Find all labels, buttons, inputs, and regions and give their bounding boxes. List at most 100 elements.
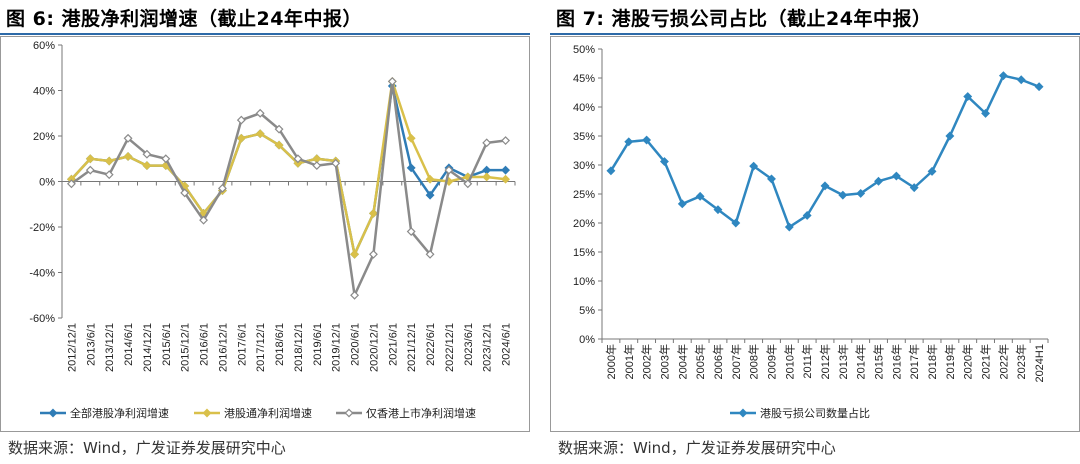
series-line (70, 80, 506, 297)
x-tick-label: 2016年 (889, 344, 903, 379)
x-tick-label: 2021/12/1 (406, 323, 418, 372)
y-tick-label: 60% (33, 40, 55, 52)
left-figure-panel: 图 6: 港股净利润增速（截止24年中报） 60% 40% 20% 0% -20% -40… (0, 0, 530, 464)
data-point (123, 133, 133, 143)
x-tick-label: 2021/6/1 (387, 323, 399, 366)
data-point (963, 92, 973, 102)
data-point (802, 211, 812, 220)
data-point (312, 161, 322, 171)
x-tick-label: 2024/6/1 (501, 323, 513, 366)
data-point (236, 115, 246, 125)
data-point (909, 183, 919, 193)
data-point (1034, 82, 1044, 92)
y-tick-label: 30% (573, 160, 595, 172)
series-line (70, 80, 506, 256)
data-point (406, 163, 416, 173)
x-tick-label: 2018/6/1 (274, 323, 286, 366)
data-point (677, 199, 687, 209)
x-tick-label: 2008年 (747, 344, 761, 379)
x-tick-label: 2020/12/1 (368, 323, 380, 372)
x-tick-label: 2017/6/1 (236, 323, 248, 366)
data-point (85, 165, 95, 175)
series-line (609, 74, 1040, 229)
legend-swatch-marker (738, 408, 748, 418)
y-tick-label: 40% (573, 102, 595, 114)
data-point (255, 108, 265, 118)
y-tick-label: 35% (573, 131, 595, 143)
x-tick-label: 2022年 (996, 344, 1010, 379)
data-point (293, 158, 303, 168)
x-tick-label: 2016/6/1 (199, 323, 211, 366)
x-tick-label: 2016/12/1 (217, 323, 229, 372)
data-point (927, 166, 937, 176)
data-point (998, 71, 1008, 81)
data-point (695, 191, 705, 201)
data-point (350, 290, 360, 300)
right-line-chart: 50% 45% 40% 35% 30% 25% 20% 15% 10% 5% 0% 2000年 2001… (573, 44, 1049, 420)
data-point (293, 154, 303, 164)
y-tick-label: 45% (573, 73, 595, 85)
data-point (659, 157, 669, 166)
series-3 (66, 76, 511, 300)
data-point (350, 249, 360, 259)
x-tick-label: 2015/6/1 (161, 323, 173, 366)
x-tick-label: 2006年 (711, 344, 725, 379)
x-tick-label: 2023/12/1 (482, 323, 494, 372)
legend-entry-label: 港股通净利润增速 (224, 406, 312, 420)
data-point (501, 136, 511, 145)
right-figure-panel: 图 7: 港股亏损公司占比（截止24年中报） 50% 45% 40% 35% 30% 25… (550, 0, 1080, 464)
x-tick-label: 2022/12/1 (444, 323, 456, 372)
series-line (70, 84, 506, 256)
series-1 (606, 71, 1044, 232)
x-tick-label: 2011年 (800, 344, 814, 379)
left-figure-title: 图 6: 港股净利润增速（截止24年中报） (6, 8, 362, 30)
x-tick-label: 2020/6/1 (350, 323, 362, 366)
legend-swatch-marker (48, 408, 58, 418)
x-tick-label: 2013年 (836, 344, 850, 379)
y-tick-label: -60% (29, 313, 55, 325)
y-tick-label: 15% (573, 247, 595, 259)
x-tick-label: 2015/12/1 (180, 323, 192, 372)
data-point (891, 171, 901, 181)
right-title-rule (550, 33, 1080, 35)
data-point (606, 166, 616, 176)
left-title-rule (0, 33, 530, 35)
data-point (820, 181, 830, 191)
x-tick-label: 2002年 (640, 344, 654, 379)
x-tick-label: 2017年 (907, 344, 921, 379)
x-tick-label: 2014年 (854, 344, 868, 379)
data-point (274, 124, 284, 134)
x-tick-label: 2017/12/1 (255, 323, 267, 372)
x-tick-label: 2005年 (693, 344, 707, 379)
data-point (406, 133, 416, 143)
left-source-note: 数据来源：Wind，广发证券发展研究中心 (8, 439, 286, 457)
x-tick-label: 2009年 (764, 344, 778, 379)
x-tick-label: 2010年 (782, 344, 796, 379)
x-tick-label: 2012年 (818, 344, 832, 379)
x-tick-label: 2024H1 (1034, 344, 1046, 383)
y-tick-label: 20% (573, 218, 595, 230)
x-tick-label: 2019/12/1 (331, 323, 343, 372)
x-tick-label: 2022/6/1 (425, 323, 437, 366)
legend-swatch-marker (202, 408, 212, 418)
data-point (104, 156, 114, 166)
data-point (981, 108, 991, 118)
x-tick-label: 2019/6/1 (312, 323, 324, 366)
x-tick-label: 2013/12/1 (104, 323, 116, 372)
x-tick-label: 2007年 (729, 344, 743, 379)
y-tick-label: 10% (573, 276, 595, 288)
data-point (784, 222, 794, 232)
data-point (236, 133, 246, 143)
data-point (331, 158, 341, 168)
data-point (368, 249, 378, 259)
x-tick-label: 2021年 (979, 344, 993, 379)
data-point (444, 165, 454, 175)
left-chart-frame (0, 36, 530, 432)
legend-entry-label: 全部港股净利润增速 (70, 406, 169, 420)
y-tick-label: 0% (579, 334, 595, 346)
data-point (874, 176, 883, 186)
data-point (104, 170, 114, 180)
data-point (142, 149, 152, 159)
x-tick-label: 2023年 (1014, 344, 1028, 379)
right-figure-title: 图 7: 港股亏损公司占比（截止24年中报） (556, 8, 932, 30)
